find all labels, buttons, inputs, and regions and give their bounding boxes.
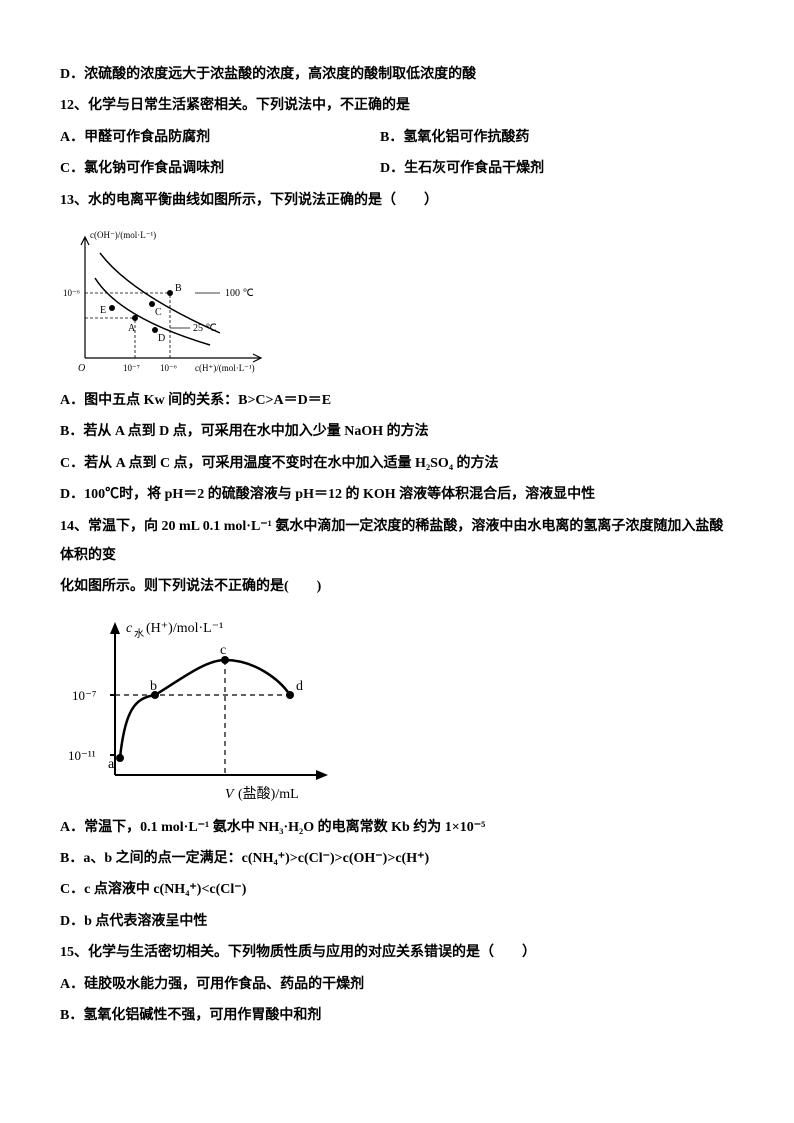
svg-text:水: 水 [134,628,144,640]
q13-option-c: C．若从 A 点到 C 点，可采用温度不变时在水中加入适量 H₂SO₄ 的方法 [60,449,734,478]
q12-row2: C．氯化钠可作食品调味剂 D．生石灰可作食品干燥剂 [60,154,734,183]
q13-stem: 13、水的电离平衡曲线如图所示，下列说法正确的是（ ） [60,186,734,215]
q12-option-d: D．生石灰可作食品干燥剂 [380,154,734,183]
svg-text:c(H⁺)/(mol·L⁻¹): c(H⁺)/(mol·L⁻¹) [195,363,255,373]
svg-text:B: B [175,283,182,294]
svg-text:(H⁺)/mol·L⁻¹: (H⁺)/mol·L⁻¹ [146,621,223,636]
q15-stem: 15、化学与生活密切相关。下列物质性质与应用的对应关系错误的是（ ） [60,938,734,967]
q11-option-d: D．浓硫酸的浓度远大于浓盐酸的浓度，高浓度的酸制取低浓度的酸 [60,60,734,89]
q12-option-c: C．氯化钠可作食品调味剂 [60,154,380,183]
svg-text:c: c [220,643,226,658]
svg-text:10⁻⁷: 10⁻⁷ [123,363,140,373]
q13-option-d: D．100℃时，将 pH＝2 的硫酸溶液与 pH＝12 的 KOH 溶液等体积混… [60,480,734,509]
svg-text:25 ℃: 25 ℃ [193,323,217,334]
q12-row1: A．甲醛可作食品防腐剂 B．氢氧化铝可作抗酸药 [60,123,734,152]
q12-stem: 12、化学与日常生活紧密相关。下列说法中，不正确的是 [60,91,734,120]
q12-option-b: B．氢氧化铝可作抗酸药 [380,123,734,152]
q14-stem-2: 化如图所示。则下列说法不正确的是( ) [60,572,734,601]
q14-option-d: D．b 点代表溶液呈中性 [60,907,734,936]
svg-text:D: D [158,333,165,344]
svg-text:a: a [108,757,115,772]
q14-option-b: B．a、b 之间的点一定满足：c(NH₄⁺)>c(Cl⁻)>c(OH⁻)>c(H… [60,844,734,873]
q15-option-b: B．氢氧化铝碱性不强，可用作胃酸中和剂 [60,1001,734,1030]
svg-text:(盐酸)/mL: (盐酸)/mL [238,786,299,802]
svg-text:V: V [225,787,235,802]
svg-text:E: E [100,305,106,316]
q14-stem-1: 14、常温下，向 20 mL 0.1 mol·L⁻¹ 氨水中滴加一定浓度的稀盐酸… [60,512,734,571]
svg-text:b: b [150,679,157,694]
svg-text:10⁻¹¹: 10⁻¹¹ [68,748,96,763]
svg-text:10⁻⁶: 10⁻⁶ [160,363,177,373]
svg-text:10⁻⁶: 10⁻⁶ [63,288,80,298]
q14-option-c: C．c 点溶液中 c(NH₄⁺)<c(Cl⁻) [60,875,734,904]
svg-text:d: d [296,679,303,694]
q13-option-b: B．若从 A 点到 D 点，可采用在水中加入少量 NaOH 的方法 [60,417,734,446]
q14-chart: c 水 (H⁺)/mol·L⁻¹ V (盐酸)/mL 10⁻⁷ 10⁻¹¹ a … [60,610,734,805]
q14-option-a: A．常温下，0.1 mol·L⁻¹ 氨水中 NH₃·H₂O 的电离常数 Kb 约… [60,813,734,842]
svg-text:c: c [126,621,133,636]
q12-option-a: A．甲醛可作食品防腐剂 [60,123,380,152]
q13-chart: c(OH⁻)/(mol·L⁻¹) c(H⁺)/(mol·L⁻¹) O 10⁻⁶ … [60,223,734,378]
q15-option-a: A．硅胶吸水能力强，可用作食品、药品的干燥剂 [60,970,734,999]
svg-text:A: A [128,323,136,334]
svg-text:c(OH⁻)/(mol·L⁻¹): c(OH⁻)/(mol·L⁻¹) [90,230,156,240]
svg-text:10⁻⁷: 10⁻⁷ [72,688,96,703]
svg-text:C: C [155,307,162,318]
q13-option-a: A．图中五点 Kw 间的关系：B>C>A＝D＝E [60,386,734,415]
svg-text:100 ℃: 100 ℃ [225,288,254,299]
svg-text:O: O [78,363,85,374]
